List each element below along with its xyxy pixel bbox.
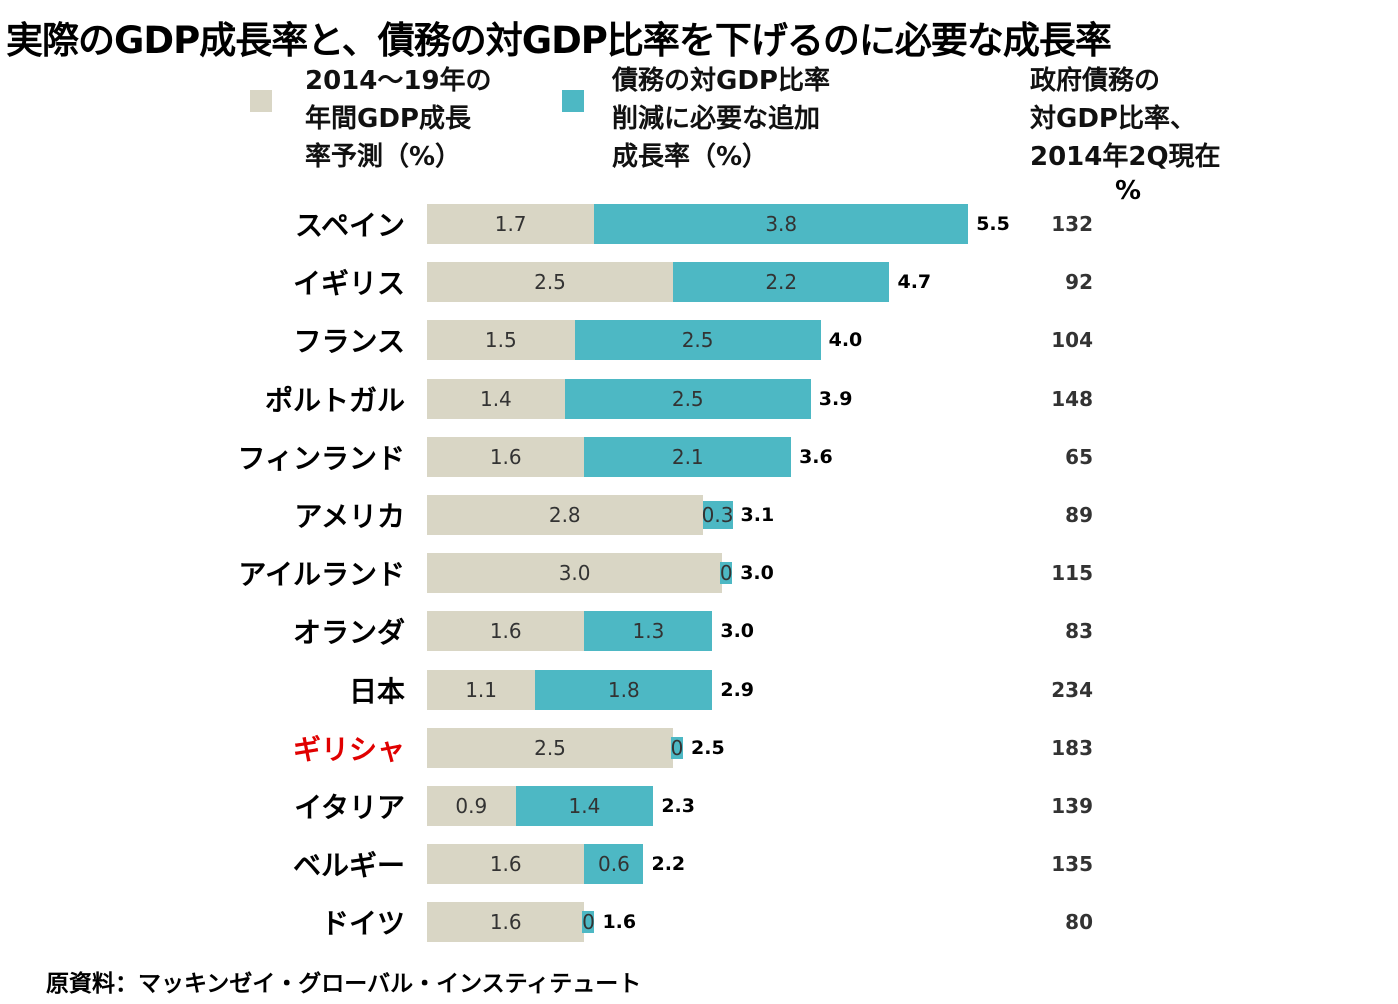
debt-header: 政府債務の 対GDP比率、 2014年2Q現在 [1030,62,1221,176]
category-label: 日本 [348,674,405,708]
total-label: 2.9 [720,678,755,701]
debt-value: 89 [1065,503,1093,527]
category-label: フランス [293,325,405,359]
bar-additional: 2.2 [673,262,890,303]
debt-value: 92 [1065,270,1093,295]
total-label: 4.0 [828,329,863,352]
category-label: ギリシャ [292,732,405,766]
category-label: イギリス [292,267,405,301]
total-label: 3.6 [799,445,833,468]
source-note: 原資料：マッキンゼイ・グローバル・インスティテュート [46,971,642,997]
bar-growth: 2.5 [427,262,673,303]
total-label: 3.9 [818,387,853,410]
bar-additional: 0 [719,561,733,586]
bar-additional: 2.5 [564,378,811,419]
debt-value: 80 [1065,910,1093,935]
category-label: スペイン [294,209,405,242]
category-label: アメリカ [294,500,405,533]
bar-growth: 1.1 [427,669,536,710]
category-label: ドイツ [320,907,405,941]
chart-title: 実際のGDP成長率と、債務の対GDP比率を下げるのに必要な成長率 [6,19,1112,62]
category-label: ポルトガル [264,383,405,417]
legend-line: 率予測（%） [305,142,462,172]
category-label: フィンランド [237,441,405,475]
legend-line: 2014～19年の [305,66,492,96]
debt-header-line: 対GDP比率、 [1030,104,1196,134]
legend-label-growth: 2014～19年の 年間GDP成長 率予測（%） [305,62,492,176]
bar-additional: 0.6 [584,844,644,885]
bar-additional: 0 [670,735,684,760]
debt-value: 83 [1065,619,1093,644]
total-label: 3.0 [740,562,774,585]
bar-growth: 1.6 [427,844,585,885]
bar-growth: 1.5 [427,320,575,361]
bar-growth: 1.7 [427,204,595,244]
legend-line: 債務の対GDP比率 [612,66,830,96]
bar-additional: 2.5 [574,320,821,361]
total-label: 3.0 [720,620,755,643]
category-label: アイルランド [238,558,405,592]
total-label: 1.6 [602,911,637,934]
debt-value: 135 [1051,852,1093,877]
bar-growth: 1.6 [427,902,585,943]
total-label: 2.5 [691,736,725,759]
debt-header-line: 政府債務の [1030,66,1161,96]
debt-value: 104 [1051,328,1093,353]
legend-label-additional: 債務の対GDP比率 削減に必要な追加 成長率（%） [612,62,830,176]
bar-growth: 2.8 [427,495,703,535]
debt-value: 148 [1051,386,1093,411]
total-label: 2.2 [651,853,686,876]
debt-header-line: 2014年2Q現在 [1030,142,1221,172]
debt-value: 234 [1051,677,1093,702]
bar-growth: 1.6 [427,436,585,477]
total-label: 3.1 [740,504,775,526]
debt-value: 65 [1065,444,1093,469]
bar-growth: 0.9 [427,786,516,826]
debt-unit: % [1115,176,1142,206]
bar-additional: 1.4 [515,786,654,826]
total-label: 5.5 [976,213,1010,235]
bar-additional: 1.8 [535,669,713,710]
category-label: イタリア [294,791,405,824]
debt-value: 115 [1051,561,1093,586]
bar-additional: 1.3 [584,611,713,652]
legend-line: 成長率（%） [612,142,769,172]
debt-value: 139 [1051,794,1093,818]
total-label: 2.3 [661,795,695,817]
debt-value: 132 [1051,212,1093,236]
legend-line: 削減に必要な追加 [612,104,821,134]
bar-additional: 3.8 [594,204,969,244]
bar-growth: 1.6 [427,611,585,652]
category-label: オランダ [292,616,405,650]
category-label: ベルギー [292,849,405,883]
bar-additional: 0 [582,910,595,935]
bar-growth: 3.0 [427,553,723,594]
bar-additional: 0.3 [701,501,734,529]
debt-value: 183 [1051,735,1093,760]
total-label: 4.7 [897,271,932,294]
legend-swatch-growth [250,90,272,112]
legend-line: 年間GDP成長 [305,104,471,134]
bar-additional: 2.1 [584,436,792,477]
bar-growth: 1.4 [427,378,565,419]
legend-swatch-additional [562,90,584,112]
bar-growth: 2.5 [427,727,673,768]
